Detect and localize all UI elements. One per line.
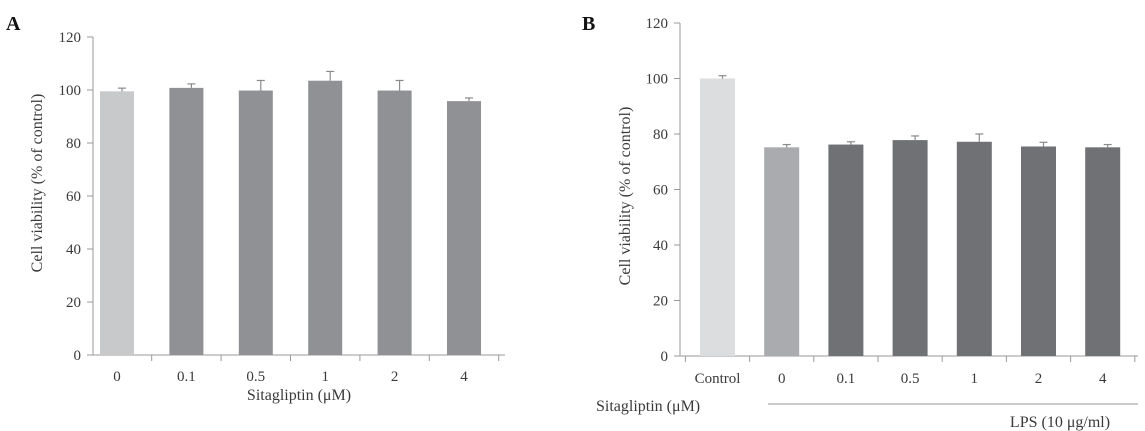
- panel-a-y-tick-label: 80: [66, 136, 81, 152]
- panel-a-category-label: 2: [391, 369, 399, 385]
- panel-b-y-tick-label: 0: [661, 349, 669, 365]
- panel-a-category-labels: 0 0.1 0.5 1 2 4: [113, 369, 468, 385]
- panel-a-y-tick-label: 0: [74, 348, 82, 364]
- panel-b-y-tick-label: 80: [653, 127, 668, 143]
- panel-a-category-label: 0.5: [246, 369, 265, 385]
- panel-a-bar: [169, 87, 204, 355]
- panel-b-bar: [700, 78, 735, 356]
- panel-a-y-tick-label: 120: [59, 30, 82, 46]
- panel-a-letter: A: [6, 13, 21, 35]
- panel-b-error-bars: [718, 75, 1112, 148]
- panel-b-y-axis: 0 20 40 60 80 100 120: [646, 16, 681, 365]
- panel-a-y-tick-label: 40: [66, 242, 81, 258]
- panel-a-y-tick-label: 60: [66, 189, 81, 205]
- panel-b-bar: [1085, 147, 1121, 356]
- panel-b-category-label: 0: [778, 371, 786, 387]
- panel-a-bar: [447, 101, 481, 355]
- panel-a-error-bars: [118, 70, 473, 102]
- panel-a-bar: [377, 90, 412, 355]
- panel-b-x-axis: [680, 355, 1138, 362]
- panel-a-bar: [238, 90, 273, 355]
- panel-a-y-axis: 0 20 40 60 80 100 120: [59, 30, 94, 364]
- panel-a-bars: [100, 80, 481, 355]
- panel-b-lps-group-label: LPS (10 μg/ml): [1010, 414, 1110, 431]
- panel-a-x-axis-label: Sitagliptin (μM): [247, 387, 351, 404]
- panel-b-row-label: Sitagliptin (μM): [596, 398, 700, 415]
- panel-a-category-label: 0: [113, 369, 121, 385]
- panel-b-bar: [828, 144, 864, 356]
- panel-b-bar: [764, 147, 800, 356]
- panel-b-y-tick-label: 120: [646, 16, 669, 32]
- panel-b-category-label: 0.1: [837, 371, 856, 387]
- panel-a-x-axis: [93, 354, 505, 361]
- panel-b-y-axis-label: Cell viability (% of control): [617, 107, 634, 286]
- panel-a: A Cell viability (% of control) 02040608…: [6, 13, 505, 404]
- panel-b-category-label: Control: [695, 371, 741, 387]
- panel-a-y-tick-label: 20: [66, 295, 81, 311]
- panel-a-bar: [100, 91, 134, 355]
- panel-b-category-label: 1: [971, 371, 979, 387]
- panel-b-bar: [1021, 146, 1056, 356]
- panel-b-category-label: 4: [1099, 371, 1107, 387]
- panel-b-y-tick-label: 100: [646, 72, 669, 88]
- panel-b-y-tick-label: 20: [653, 294, 668, 310]
- panel-b-letter: B: [582, 13, 595, 35]
- panel-b-category-label: 0.5: [901, 371, 920, 387]
- panel-a-category-label: 4: [460, 369, 468, 385]
- panel-b-bar: [956, 141, 992, 356]
- panel-b-bars: [700, 78, 1121, 356]
- panel-b-category-label: 2: [1035, 371, 1043, 387]
- panel-b-bar: [892, 140, 928, 356]
- panel-b: B Cell viability (% of control) 02040608…: [582, 13, 1138, 431]
- panel-b-category-labels: Control 0 0.1 0.5 1 2 4: [695, 371, 1107, 387]
- panel-b-y-tick-label: 40: [653, 238, 668, 254]
- panel-a-y-tick-label: 100: [59, 83, 82, 99]
- panel-a-category-label: 1: [321, 369, 329, 385]
- panel-a-bar: [308, 80, 343, 355]
- panel-b-y-tick-label: 60: [653, 183, 668, 199]
- panel-a-category-label: 0.1: [177, 369, 196, 385]
- panel-a-y-axis-label: Cell viability (% of control): [29, 94, 46, 273]
